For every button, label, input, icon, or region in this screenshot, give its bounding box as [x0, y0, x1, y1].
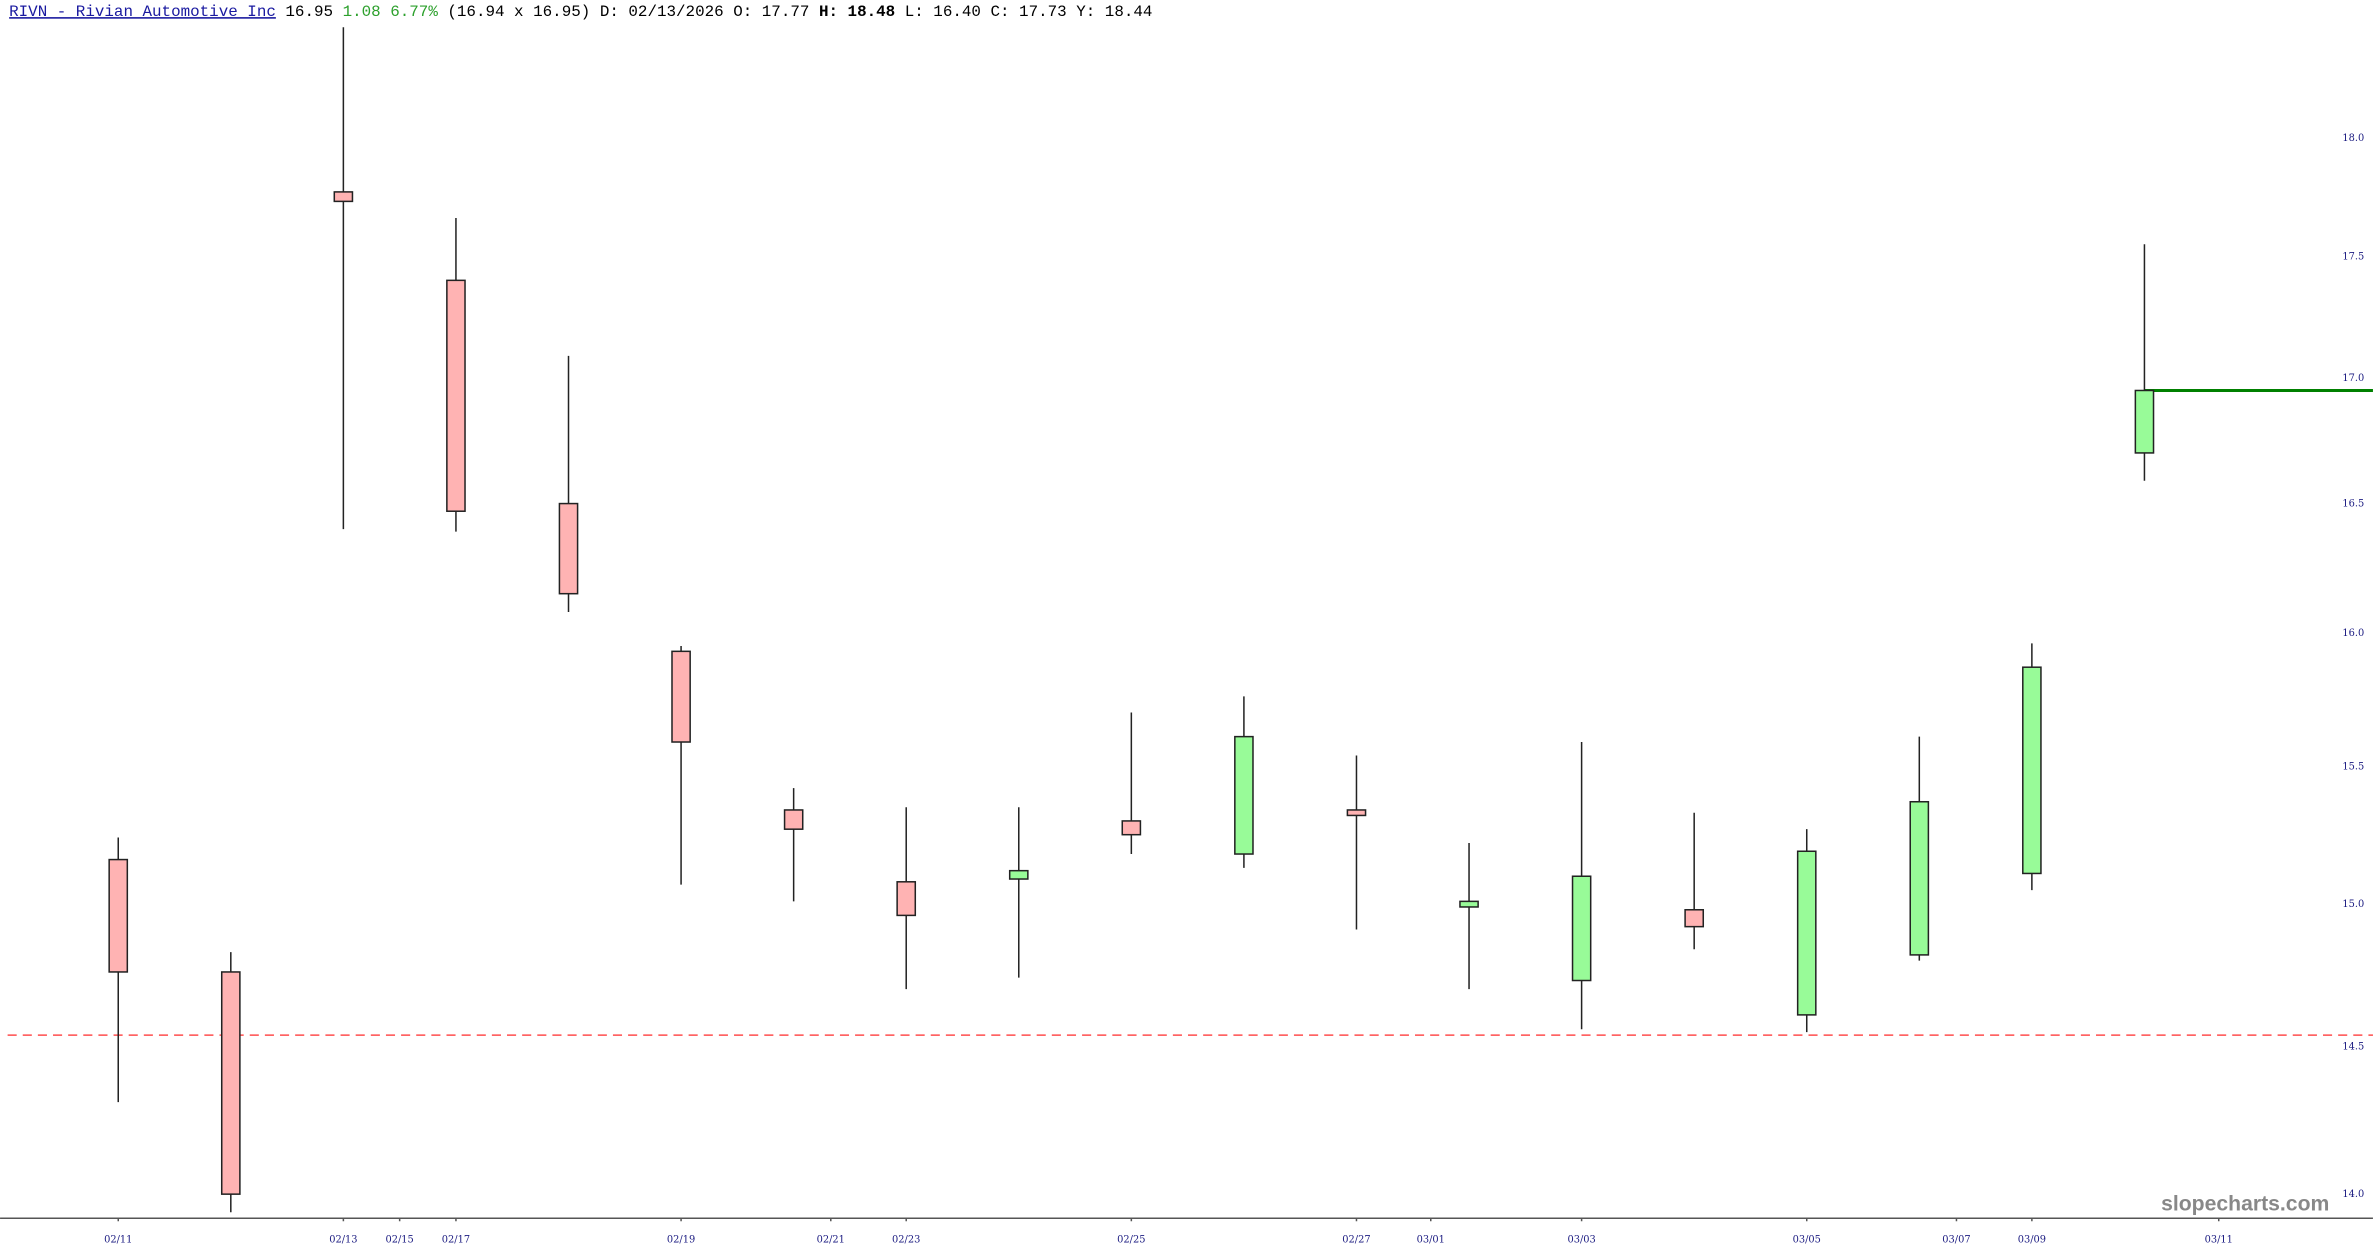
high-label: H: — [819, 3, 838, 21]
candle-body — [1008, 869, 1029, 880]
candle-body — [108, 858, 129, 973]
x-tick-label: 02/17 — [442, 1234, 470, 1245]
x-tick-label: 03/01 — [1417, 1234, 1445, 1245]
x-tick-label: 03/11 — [2205, 1234, 2233, 1245]
x-tick-label: 03/09 — [2018, 1234, 2046, 1245]
candle-body — [896, 881, 917, 917]
candle-body — [446, 279, 466, 512]
candle-body — [1796, 850, 1817, 1016]
candle-body — [783, 809, 804, 830]
candle-body — [333, 191, 354, 203]
candle-body — [1234, 735, 1254, 855]
candle-body — [2022, 666, 2042, 875]
high: 18.48 — [848, 3, 896, 21]
candle-body — [220, 971, 241, 1195]
x-tick-label: 03/03 — [1567, 1234, 1595, 1245]
bid-ask: (16.94 x 16.95) — [447, 3, 590, 21]
y-tick-label: 14.5 — [2342, 1042, 2364, 1053]
y-tick-label: 15.5 — [2342, 761, 2364, 772]
candle-body — [2134, 389, 2155, 454]
change: 1.08 6.77% — [343, 3, 439, 21]
candle-body — [1684, 909, 1705, 928]
header: RIVN - Rivian Automotive Inc 16.95 1.08 … — [9, 3, 1152, 21]
low: L: 16.40 — [905, 3, 981, 21]
open: O: 17.77 — [733, 3, 809, 21]
candle-body — [558, 502, 579, 595]
y-tick-label: 17.0 — [2342, 373, 2364, 384]
x-tick-label: 02/15 — [385, 1234, 413, 1245]
last-price: 16.95 — [285, 3, 333, 21]
prev-close: Y: 18.44 — [1076, 3, 1152, 21]
candle-body — [1459, 900, 1479, 908]
y-tick-label: 18.0 — [2342, 133, 2364, 144]
x-tick-label: 02/25 — [1117, 1234, 1145, 1245]
y-tick-label: 15.0 — [2342, 899, 2364, 910]
candle-body — [1571, 875, 1592, 982]
watermark: slopecharts.com — [2161, 1193, 2329, 1216]
candle-body — [1346, 809, 1367, 817]
y-tick-label: 14.0 — [2342, 1189, 2364, 1200]
candle-body — [671, 650, 691, 743]
x-tick-label: 02/11 — [104, 1234, 132, 1245]
date: D: 02/13/2026 — [600, 3, 724, 21]
y-tick-label: 16.5 — [2342, 499, 2364, 510]
x-tick-label: 02/23 — [892, 1234, 920, 1245]
x-tick-label: 03/05 — [1793, 1234, 1821, 1245]
y-tick-label: 16.0 — [2342, 628, 2364, 639]
x-tick-label: 02/21 — [817, 1234, 845, 1245]
x-tick-label: 03/07 — [1942, 1234, 1970, 1245]
x-tick-label: 02/19 — [667, 1234, 695, 1245]
candle-body — [1909, 800, 1930, 956]
ticker-link[interactable]: RIVN - Rivian Automotive Inc — [9, 3, 276, 21]
y-tick-label: 17.5 — [2342, 251, 2364, 262]
x-tick-label: 02/13 — [329, 1234, 357, 1245]
candle-body — [1121, 820, 1142, 836]
x-tick-label: 02/27 — [1342, 1234, 1370, 1245]
close: C: 17.73 — [990, 3, 1066, 21]
